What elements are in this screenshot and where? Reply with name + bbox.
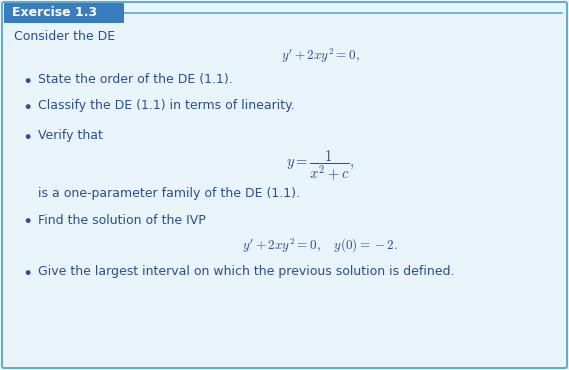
Text: is a one-parameter family of the DE (1.1).: is a one-parameter family of the DE (1.1… <box>38 186 300 199</box>
Text: Give the largest interval on which the previous solution is defined.: Give the largest interval on which the p… <box>38 266 455 279</box>
Text: $y' + 2xy^2 = 0, \quad y(0) = -2.$: $y' + 2xy^2 = 0, \quad y(0) = -2.$ <box>242 237 398 255</box>
Text: Find the solution of the IVP: Find the solution of the IVP <box>38 213 206 226</box>
Text: Verify that: Verify that <box>38 128 103 141</box>
Text: $y' + 2xy^2 = 0,$: $y' + 2xy^2 = 0,$ <box>281 47 360 65</box>
FancyBboxPatch shape <box>4 3 124 23</box>
Text: State the order of the DE (1.1).: State the order of the DE (1.1). <box>38 73 233 85</box>
Text: $\bullet$: $\bullet$ <box>24 266 32 279</box>
Text: Exercise 1.3: Exercise 1.3 <box>12 7 97 20</box>
Text: $\bullet$: $\bullet$ <box>24 128 32 141</box>
Text: $\bullet$: $\bullet$ <box>24 213 32 226</box>
Text: $\bullet$: $\bullet$ <box>24 73 32 85</box>
Text: $y = \dfrac{1}{x^2 + c},$: $y = \dfrac{1}{x^2 + c},$ <box>286 149 354 183</box>
Text: Consider the DE: Consider the DE <box>14 30 115 43</box>
Text: $\bullet$: $\bullet$ <box>24 100 32 112</box>
Text: Classify the DE (1.1) in terms of linearity.: Classify the DE (1.1) in terms of linear… <box>38 100 295 112</box>
